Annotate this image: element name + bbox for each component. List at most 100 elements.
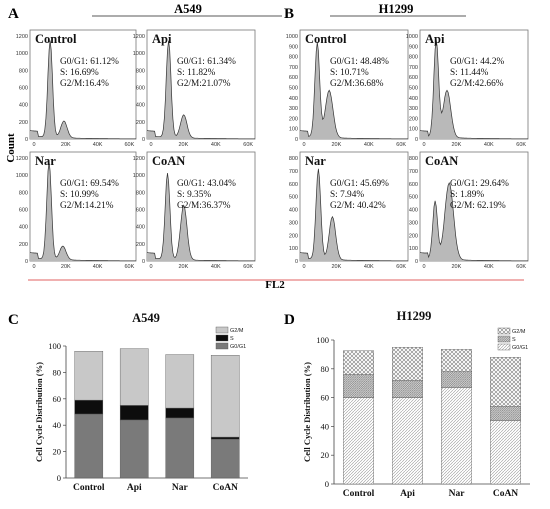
histogram-x-tick: 0 (149, 142, 152, 148)
histogram-s-value: S: 10.99% (60, 190, 99, 200)
histogram-treatment-label: CoAN (152, 154, 185, 168)
histogram-y-tick: 300 (289, 106, 298, 112)
histogram-y-tick: 100 (289, 246, 298, 252)
histogram-x-tick: 0 (422, 264, 425, 270)
histogram-y-tick: 500 (289, 86, 298, 92)
histogram-g2m-value: G2/M:21.07% (177, 79, 231, 89)
histogram-y-tick: 200 (19, 242, 28, 248)
histogram-s-value: S: 9.35% (177, 190, 211, 200)
histogram-y-tick: 400 (19, 225, 28, 231)
histogram-y-tick: 400 (289, 208, 298, 214)
bar-segment-s-coan (210, 436, 240, 440)
histogram-g0g1-value: G0/G1: 45.69% (330, 179, 389, 189)
histogram-outline (419, 39, 528, 140)
histogram-y-tick: 800 (136, 68, 145, 74)
histogram-x-tick: 60K (396, 264, 406, 270)
bar-segment-g0-g1-control (343, 397, 374, 485)
legend-label-g2-m: G2/M (512, 329, 526, 335)
bar-chart-category-label: Api (400, 489, 415, 499)
histogram-y-tick: 0 (415, 259, 418, 265)
legend-swatch-g0-g1 (215, 342, 229, 350)
histogram-outline (419, 182, 528, 262)
bar-segment-g0-g1-api (119, 419, 149, 479)
histogram-y-tick: 800 (19, 190, 28, 196)
bar-segment-g2-m-coan (210, 355, 240, 438)
legend-swatch-s (215, 334, 229, 342)
histogram-x-tick: 40K (211, 142, 221, 148)
histogram-y-tick: 400 (136, 225, 145, 231)
histogram-y-tick: 1200 (16, 156, 28, 162)
histogram-area (147, 173, 255, 261)
histogram-x-tick: 40K (364, 142, 374, 148)
histogram-x-tick: 0 (149, 264, 152, 270)
histogram-outline (146, 173, 255, 262)
bar-segment-s-nar (165, 407, 195, 419)
histogram-x-tick: 20K (179, 142, 189, 148)
bar-chart-y-tick: 60 (321, 393, 330, 403)
histogram-g0g1-value: G0/G1: 48.48% (330, 57, 389, 67)
bar-segment-g2-m-nar (165, 354, 195, 409)
histogram-treatment-label: Nar (305, 154, 326, 168)
bar-chart-y-tick: 20 (53, 447, 62, 457)
histogram-g2m-value: G2/M:36.68% (330, 79, 384, 89)
bar-chart-y-label: Cell Cycle Distribution (%) (34, 362, 44, 462)
histogram-y-tick: 600 (19, 208, 28, 214)
histogram-s-value: S: 11.82% (177, 68, 216, 78)
histogram-y-tick: 600 (409, 182, 418, 188)
histogram-treatment-label: Api (152, 32, 172, 46)
bar-segment-g0-g1-nar (165, 417, 195, 479)
histogram-x-tick: 60K (243, 142, 253, 148)
panel-letter-a: A (8, 6, 19, 22)
bar-segment-s-api (392, 380, 423, 398)
histogram-panel-B-api: 0 20K 40K 60K 0 100 200 300 400 500 600 700 800 900 10… (406, 29, 529, 148)
histogram-y-tick: 600 (19, 86, 28, 92)
bar-chart-y-tick: 80 (53, 367, 62, 377)
histogram-y-tick: 0 (295, 259, 298, 265)
histogram-y-tick: 500 (409, 195, 418, 201)
histogram-y-tick: 900 (409, 44, 418, 50)
legend-label-g2-m: G2/M (230, 328, 244, 334)
histogram-y-tick: 100 (289, 127, 298, 133)
histogram-y-tick: 800 (289, 156, 298, 162)
histogram-x-tick: 40K (364, 264, 374, 270)
bar-segment-g0-g1-coan (490, 420, 521, 485)
bar-chart-y-tick: 20 (321, 450, 330, 460)
bar-segment-g2-m-api (392, 347, 423, 381)
histogram-y-tick: 1000 (133, 173, 145, 179)
panel-letter-b: B (284, 6, 294, 22)
group-title-h1299: H1299 (379, 2, 414, 16)
histogram-outline (29, 161, 136, 262)
histogram-x-tick: 40K (211, 264, 221, 270)
histogram-y-tick: 700 (289, 65, 298, 71)
histogram-area (420, 39, 528, 139)
histogram-y-tick: 600 (289, 182, 298, 188)
histogram-y-tick: 700 (409, 65, 418, 71)
histogram-y-tick: 600 (289, 75, 298, 81)
histogram-x-tick: 40K (93, 142, 103, 148)
bar-chart-a549: A549 Cell Cycle Distribution (%) 0 20 40 60 80… (34, 311, 248, 493)
histogram-area (30, 161, 136, 261)
histogram-x-tick: 0 (422, 142, 425, 148)
histogram-y-tick: 1000 (286, 34, 298, 40)
histogram-panel-B-control: 0 20K 40K 60K 0 100 200 300 400 500 600 700 800 900 10… (286, 29, 409, 148)
histogram-x-tick: 20K (452, 142, 462, 148)
histogram-y-tick: 200 (19, 120, 28, 126)
histogram-panel-A-api: 0 20K 40K 60K 0 200 400 600 800 1000 1200 Api G0/G1:… (133, 29, 256, 148)
histogram-y-label: Count (5, 133, 17, 163)
bar-segment-g2-m-control (343, 350, 374, 375)
bar-chart-category-label: Api (127, 483, 142, 493)
histogram-y-tick: 400 (136, 103, 145, 109)
bar-chart-title: A549 (132, 311, 160, 325)
histogram-y-tick: 0 (295, 137, 298, 143)
bar-chart-category-label: Control (343, 489, 375, 499)
histogram-y-tick: 300 (409, 106, 418, 112)
histogram-y-tick: 300 (289, 220, 298, 226)
histogram-x-tick: 60K (396, 142, 406, 148)
histogram-treatment-label: Api (425, 32, 445, 46)
bar-segment-g2-m-api (119, 348, 149, 406)
histogram-y-tick: 1200 (16, 34, 28, 40)
histogram-x-tick: 0 (32, 264, 35, 270)
histogram-y-tick: 200 (136, 120, 145, 126)
histogram-area (147, 40, 255, 140)
bar-chart-y-tick: 100 (48, 341, 61, 351)
